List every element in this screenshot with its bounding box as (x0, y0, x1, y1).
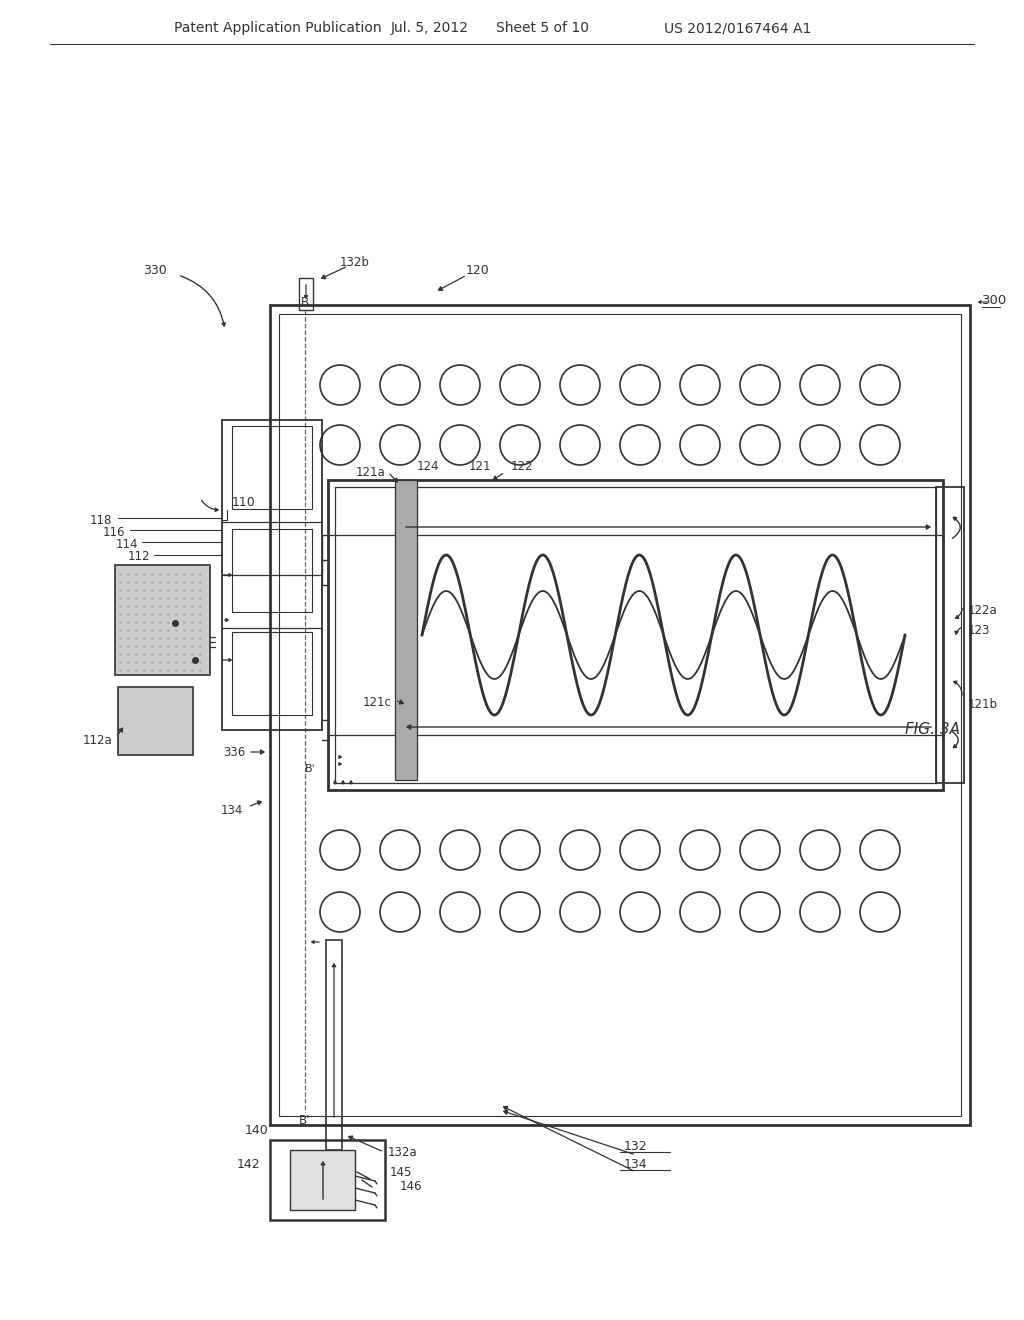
Text: 142: 142 (237, 1159, 260, 1172)
Text: 140: 140 (245, 1123, 268, 1137)
Text: 132: 132 (624, 1140, 647, 1154)
Bar (936, 487, 964, 783)
Text: 114: 114 (116, 539, 138, 552)
Text: B: B (301, 297, 309, 309)
Text: 118: 118 (90, 513, 112, 527)
Text: Patent Application Publication: Patent Application Publication (174, 21, 382, 36)
Text: 121: 121 (469, 461, 492, 474)
Text: B': B' (305, 764, 315, 774)
Text: 120: 120 (466, 264, 489, 276)
Text: 123: 123 (968, 623, 990, 636)
Bar (232, 632, 312, 715)
Text: Sheet 5 of 10: Sheet 5 of 10 (497, 21, 590, 36)
Text: Jul. 5, 2012: Jul. 5, 2012 (391, 21, 469, 36)
Bar (232, 529, 312, 612)
Text: B': B' (299, 1114, 310, 1126)
Bar (299, 279, 313, 310)
Text: 116: 116 (102, 525, 125, 539)
Bar (118, 686, 193, 755)
Text: 336: 336 (223, 746, 245, 759)
Bar (270, 1140, 385, 1220)
Text: 122a: 122a (968, 603, 997, 616)
Text: 145: 145 (390, 1166, 413, 1179)
Text: 134: 134 (220, 804, 243, 817)
Text: 110: 110 (232, 495, 256, 508)
Bar (279, 314, 961, 1115)
Text: 146: 146 (400, 1180, 423, 1193)
Text: 112: 112 (128, 550, 150, 564)
Text: 132a: 132a (388, 1146, 418, 1159)
Text: FIG. 3A: FIG. 3A (905, 722, 961, 738)
Text: 122: 122 (511, 461, 534, 474)
Text: 112a: 112a (82, 734, 112, 747)
Bar (270, 305, 970, 1125)
Text: 121c: 121c (364, 696, 392, 709)
Text: 330: 330 (143, 264, 167, 276)
Text: 132b: 132b (340, 256, 370, 268)
Bar (222, 420, 322, 730)
Text: 121b: 121b (968, 697, 998, 710)
Text: 124: 124 (417, 461, 439, 474)
Bar (232, 426, 312, 510)
Text: US 2012/0167464 A1: US 2012/0167464 A1 (665, 21, 812, 36)
Bar (290, 1150, 355, 1210)
Bar (115, 565, 210, 675)
Text: 300: 300 (982, 293, 1008, 306)
Bar (326, 940, 342, 1150)
Bar (335, 487, 936, 783)
Bar (328, 480, 943, 789)
Bar (395, 480, 417, 780)
Text: 121a: 121a (355, 466, 385, 479)
Text: 134: 134 (624, 1159, 647, 1172)
